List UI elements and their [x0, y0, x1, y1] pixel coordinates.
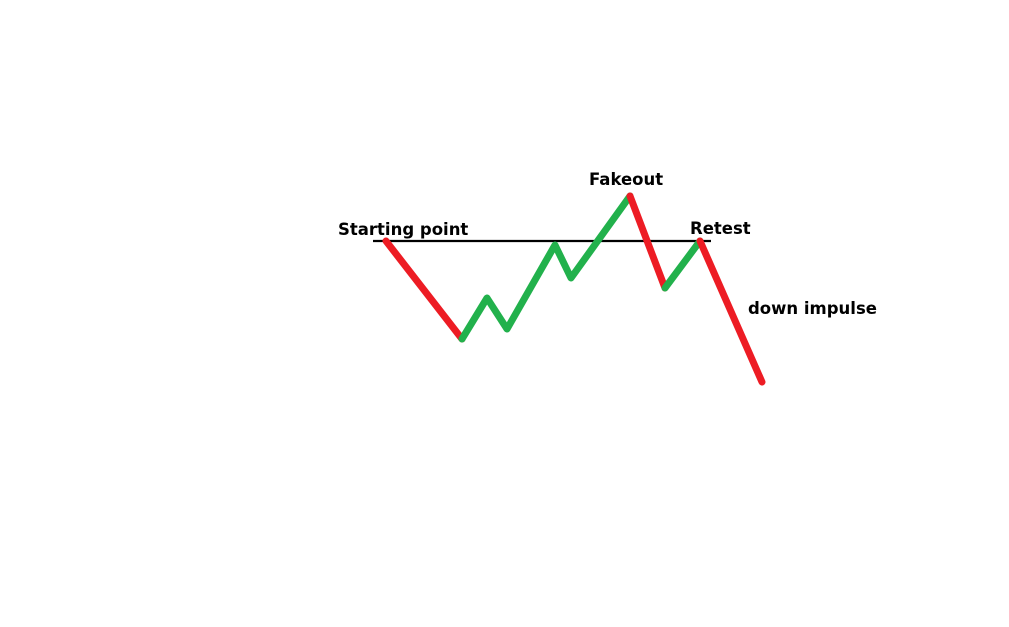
retest-rise-segment — [661, 237, 704, 292]
starting-point-label: Starting point — [338, 220, 468, 239]
retest-label: Retest — [690, 219, 751, 238]
uptrend-segment — [458, 192, 634, 343]
price-path — [382, 192, 766, 386]
initial-drop-segment — [382, 237, 466, 343]
fakeout-label: Fakeout — [589, 170, 663, 189]
fakeout-drop-segment — [626, 192, 669, 292]
down-impulse-label: down impulse — [748, 299, 877, 318]
down-impulse-segment — [696, 237, 766, 386]
